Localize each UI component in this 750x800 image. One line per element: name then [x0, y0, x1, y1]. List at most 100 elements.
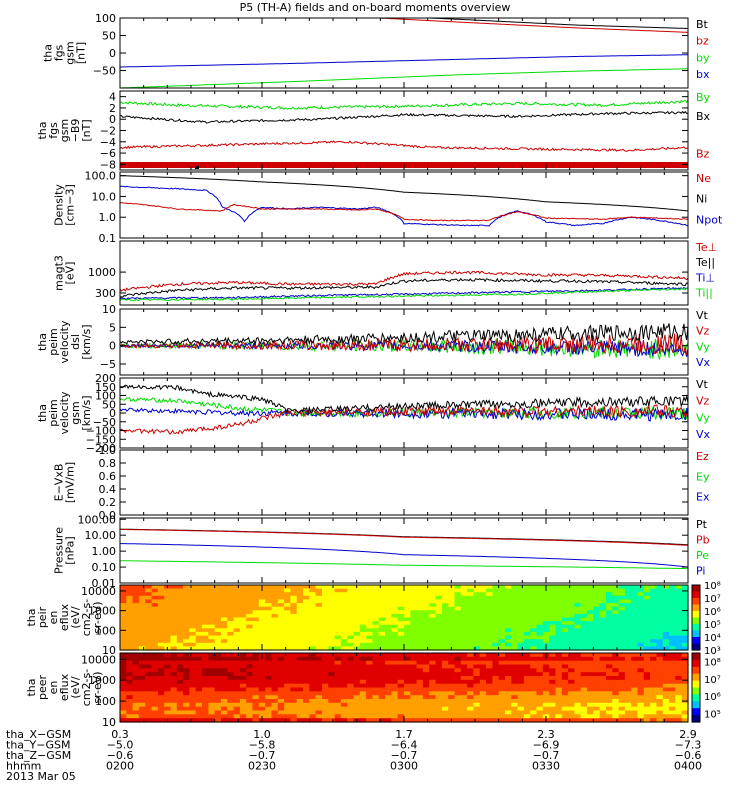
heatmap-cell	[138, 588, 146, 593]
heatmap-cell	[372, 635, 380, 640]
heatmap-cell	[183, 599, 190, 604]
heatmap-cell	[580, 656, 588, 662]
heatmap-cell	[138, 672, 146, 677]
heatmap-cell	[189, 668, 197, 673]
heatmap-cell	[176, 672, 184, 677]
heatmap-cell	[303, 642, 310, 647]
heatmap-cell	[549, 687, 557, 692]
heatmap-cell	[669, 624, 676, 629]
heatmap-cell	[612, 687, 620, 692]
heatmap-cell	[631, 588, 639, 593]
heatmap-cell	[460, 599, 468, 604]
heatmap-cell	[195, 617, 203, 622]
heatmap-cell	[208, 631, 216, 637]
heatmap-cell	[202, 610, 209, 615]
heatmap-cell	[221, 683, 228, 689]
heatmap-cell	[523, 676, 531, 681]
heatmap-cell	[542, 621, 550, 626]
heatmap-cell	[479, 664, 487, 669]
heatmap-cell	[555, 621, 563, 626]
heatmap-cell	[296, 699, 304, 704]
heatmap-cell	[176, 710, 184, 715]
heatmap-cell	[479, 706, 487, 712]
heatmap-cell	[441, 624, 449, 629]
heatmap-cell	[580, 695, 588, 700]
heatmap-cell	[404, 672, 411, 677]
legend-Vt: Vt	[696, 309, 709, 322]
heatmap-cell	[416, 642, 424, 647]
heatmap-cell	[435, 624, 443, 629]
heatmap-cell	[536, 687, 544, 692]
heatmap-cell	[277, 660, 285, 666]
heatmap-cell	[454, 588, 462, 593]
heatmap-cell	[296, 642, 304, 647]
heatmap-cell	[202, 714, 209, 719]
heatmap-cell	[132, 672, 140, 677]
colorbar-label: 10⁵	[704, 709, 721, 720]
heatmap-cell	[606, 676, 613, 681]
heatmap-cell	[359, 656, 367, 662]
heatmap-cell	[366, 679, 373, 685]
heatmap-cell	[574, 599, 582, 604]
heatmap-cell	[183, 653, 190, 658]
heatmap-cell	[624, 653, 632, 658]
heatmap-cell	[536, 702, 544, 708]
heatmap-cell	[561, 660, 569, 666]
heatmap-cell	[221, 646, 228, 651]
heatmap-cell	[170, 664, 178, 669]
legend-Pt: Pt	[696, 518, 708, 531]
colorbar-label: 10⁸	[704, 658, 721, 669]
heatmap-cell	[637, 588, 645, 593]
heatmap-cell	[164, 599, 172, 604]
heatmap-cell	[214, 699, 222, 704]
heatmap-cell	[486, 639, 493, 644]
heatmap-cell	[517, 687, 525, 692]
heatmap-cell	[422, 714, 430, 719]
heatmap-cell	[631, 656, 639, 662]
heatmap-cell	[555, 668, 563, 673]
heatmap-cell	[441, 592, 449, 597]
heatmap-cell	[435, 646, 443, 651]
heatmap-cell	[618, 702, 626, 708]
heatmap-cell	[473, 606, 481, 611]
heatmap-cell	[505, 603, 512, 608]
heatmap-cell	[265, 592, 273, 597]
heatmap-cell	[416, 668, 424, 673]
heatmap-cell	[498, 653, 506, 658]
heatmap-cell	[170, 699, 178, 704]
heatmap-cell	[170, 642, 178, 647]
heatmap-cell	[637, 695, 645, 700]
heatmap-cell	[340, 621, 348, 626]
heatmap-cell	[542, 639, 550, 644]
heatmap-cell	[523, 683, 531, 689]
heatmap-cell	[132, 656, 140, 662]
heatmap-cell	[404, 691, 411, 696]
legend-Bt: Bt	[696, 18, 709, 31]
heatmap-cell	[523, 592, 531, 597]
heatmap-cell	[290, 653, 298, 658]
heatmap-cell	[252, 624, 260, 629]
heatmap-cell	[366, 668, 373, 673]
heatmap-cell	[138, 656, 146, 662]
heatmap-cell	[322, 653, 329, 658]
panel-8: 10⁸10⁷10⁶10⁵10⁴10³10000100010010thapeire…	[25, 581, 721, 657]
heatmap-cell	[422, 672, 430, 677]
heatmap-cell	[441, 653, 449, 658]
heatmap-cell	[340, 588, 348, 593]
heatmap-cell	[574, 714, 582, 719]
heatmap-cell	[195, 687, 203, 692]
xtick-value: 0400	[674, 760, 702, 773]
heatmap-cell	[574, 610, 582, 615]
heatmap-cell	[580, 710, 588, 715]
heatmap-cell	[467, 718, 474, 723]
heatmap-cell	[397, 679, 405, 685]
heatmap-cell	[366, 691, 373, 696]
heatmap-cell	[429, 691, 437, 696]
heatmap-cell	[151, 603, 159, 608]
heatmap-cell	[454, 617, 462, 622]
heatmap-cell	[435, 653, 443, 658]
heatmap-cell	[233, 606, 241, 611]
heatmap-cell	[164, 621, 172, 626]
heatmap-cell	[170, 603, 178, 608]
heatmap-cell	[372, 621, 380, 626]
